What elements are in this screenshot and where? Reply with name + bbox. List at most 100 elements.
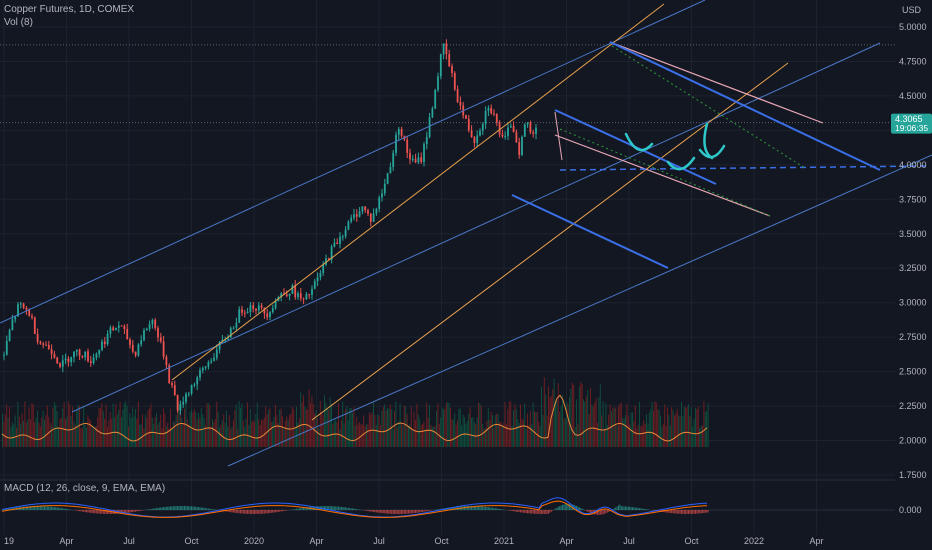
macd-histogram-bar	[31, 506, 33, 510]
candle-body	[529, 122, 532, 133]
volume-bar	[613, 408, 615, 447]
volume-bar	[220, 424, 222, 447]
macd-histogram-bar	[478, 506, 479, 510]
volume-bar	[594, 402, 596, 447]
candle-body	[423, 144, 425, 163]
macd-histogram-bar	[613, 508, 615, 510]
volume-bar	[501, 425, 503, 447]
candle-body	[297, 293, 299, 298]
macd-histogram-bar	[128, 510, 129, 513]
volume-bar	[412, 428, 414, 447]
volume-bar	[584, 401, 586, 447]
volume-bar	[59, 418, 61, 447]
time-axis-label: Apr	[559, 536, 573, 546]
candle-body	[249, 305, 252, 312]
candle-body	[123, 326, 126, 329]
macd-histogram-bar	[534, 510, 535, 514]
macd-histogram-bar	[496, 508, 498, 510]
candle-body	[526, 122, 529, 125]
volume-bar	[72, 406, 73, 447]
candle-body	[157, 328, 159, 338]
candle-body	[319, 272, 322, 278]
macd-histogram-bar	[392, 510, 394, 514]
candle-body	[89, 361, 92, 364]
volume-bar	[149, 408, 150, 447]
macd-histogram-bar	[104, 510, 106, 514]
candle-body	[17, 304, 19, 317]
volume-bar	[123, 403, 125, 447]
candle-body	[294, 285, 297, 298]
macd-histogram-bar	[91, 510, 93, 513]
volume-bar	[4, 414, 6, 447]
volume-bar	[25, 422, 27, 447]
volume-bar	[210, 426, 212, 447]
volume-bar	[241, 403, 243, 447]
pink-bottom-line	[554, 134, 771, 217]
macd-histogram-bar	[492, 507, 493, 510]
volume-bar	[665, 425, 667, 447]
volume-bar	[627, 415, 629, 447]
volume-bar	[403, 405, 405, 447]
volume-bar	[100, 408, 101, 447]
macd-histogram-bar	[153, 508, 155, 510]
volume-bar	[300, 392, 302, 447]
volume-bar	[182, 423, 184, 447]
volume-bar	[135, 408, 136, 447]
macd-histogram-bar	[314, 506, 316, 510]
volume-bar	[121, 417, 122, 447]
time-axis-label: Oct	[434, 536, 449, 546]
volume-bar	[364, 426, 366, 447]
volume-bar	[618, 406, 619, 447]
macd-histogram-bar	[227, 510, 229, 512]
macd-histogram-bar	[335, 506, 337, 510]
macd-histogram-bar	[32, 506, 34, 510]
macd-histogram-bar	[241, 510, 243, 514]
macd-histogram-bar	[406, 510, 408, 514]
macd-histogram-bar	[473, 506, 475, 510]
volume-bar	[367, 424, 369, 447]
macd-histogram-bar	[231, 510, 233, 513]
macd-histogram-bar	[234, 510, 236, 513]
macd-pane	[0, 497, 895, 518]
price-axis-panel	[895, 0, 932, 550]
volume-bar	[259, 424, 261, 447]
macd-histogram-bar	[186, 506, 188, 510]
macd-histogram-bar	[332, 506, 334, 510]
macd-histogram-bar	[528, 510, 530, 514]
volume-bar	[489, 420, 491, 447]
volume-bar	[115, 403, 117, 447]
macd-histogram-bar	[252, 510, 254, 514]
macd-histogram-bar	[139, 510, 141, 511]
volume-bar	[101, 402, 103, 447]
volume-bar	[447, 401, 449, 447]
time-axis: 19 Apr Jul Oct 2020 Apr Jul Oct 2021 Apr Jul Oct 202…	[4, 536, 824, 546]
volume-bar	[90, 420, 92, 447]
volume-bar	[171, 428, 173, 447]
volume-bar	[332, 424, 334, 447]
volume-bar	[81, 428, 83, 447]
macd-histogram-bar	[39, 506, 41, 510]
volume-bar	[545, 394, 547, 447]
volume-bar	[476, 417, 478, 447]
volume-bar	[375, 424, 377, 447]
macd-histogram-bar	[130, 510, 132, 513]
macd-histogram-bar	[293, 509, 295, 510]
macd-histogram-bar	[195, 506, 197, 510]
macd-histogram-bar	[340, 506, 342, 510]
macd-histogram-bar	[200, 507, 202, 510]
macd-histogram-bar	[63, 508, 65, 510]
volume-bar	[437, 403, 439, 447]
candle-body	[201, 367, 204, 371]
candle-body	[101, 341, 103, 350]
macd-histogram-bar	[552, 510, 554, 511]
volume-bar	[107, 427, 108, 447]
candle-body	[344, 229, 347, 237]
macd-histogram-bar	[368, 510, 370, 512]
candle-body	[257, 305, 260, 311]
macd-histogram-bar	[4, 509, 6, 510]
volume-bar	[45, 415, 47, 447]
candle-body	[22, 303, 25, 308]
volume-bar	[217, 411, 219, 447]
